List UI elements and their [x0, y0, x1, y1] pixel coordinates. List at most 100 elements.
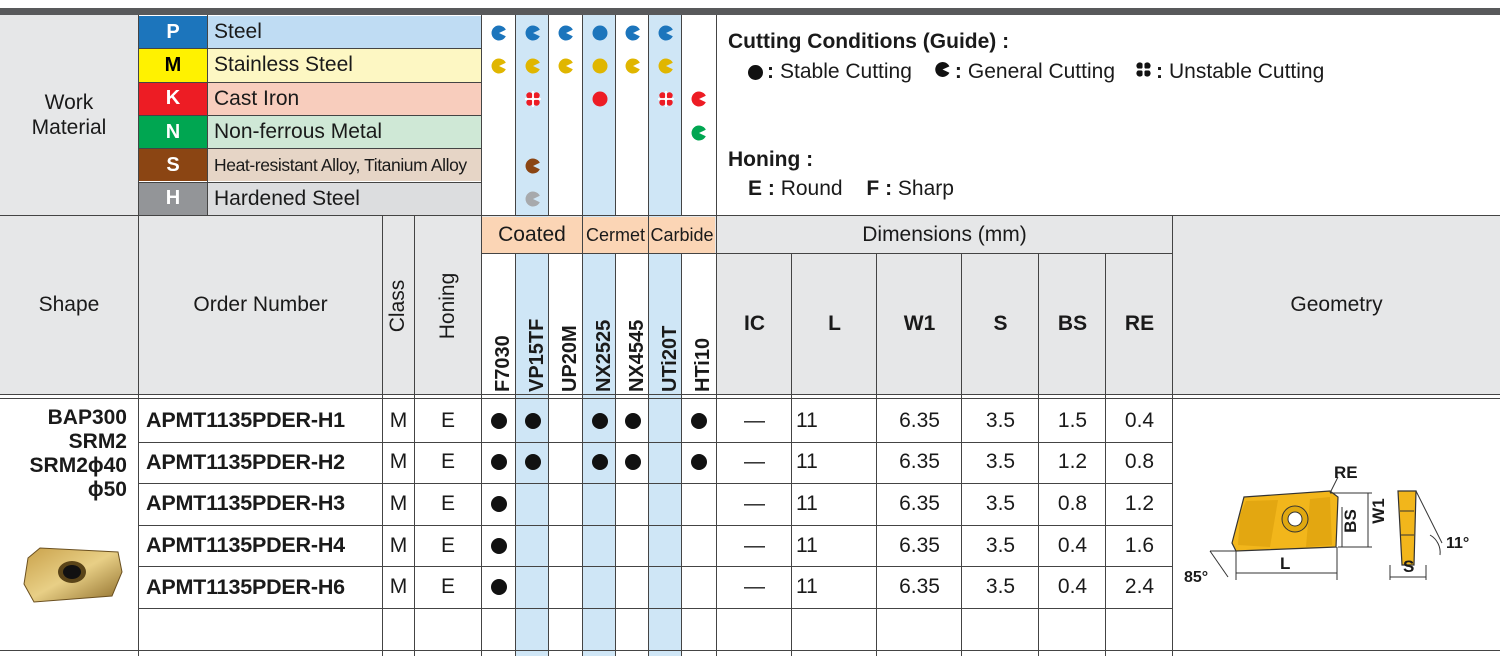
header-honing: Honing — [436, 272, 459, 340]
stock-dot-icon — [691, 454, 707, 471]
stock-dot-icon — [591, 454, 608, 471]
material-name-n: Non-ferrous Metal — [208, 115, 481, 149]
dim-re-value: 0.8 — [1124, 450, 1155, 474]
honing-value: E — [440, 450, 455, 474]
dim-w1-value: 6.35 — [899, 575, 940, 599]
order-number: APMT1135PDER-H1 — [146, 408, 345, 433]
group-cermet: Cermet — [583, 217, 648, 253]
col-divider — [1105, 253, 1106, 656]
class-value: M — [389, 450, 408, 474]
cutting-conditions-legend: : Stable Cutting : General Cutting : Unstab… — [748, 60, 1324, 84]
material-name-h: Hardened Steel — [208, 182, 481, 215]
col-divider-top — [582, 15, 583, 215]
header-dim-ic: IC — [744, 312, 765, 335]
honing-value: E — [440, 408, 455, 432]
dim-ic-value: — — [744, 408, 765, 432]
dim-s-value: 3.5 — [985, 450, 1016, 474]
col-divider — [716, 15, 717, 656]
stock-dot-icon — [591, 412, 608, 429]
grade-group-divider — [482, 253, 716, 254]
dim-re-value: 0.4 — [1124, 408, 1155, 432]
dim-re-value: 1.2 — [1124, 491, 1155, 515]
honing-value: E — [440, 533, 455, 557]
dim-bs-value: 0.4 — [1057, 533, 1088, 557]
dim-bs-value: 0.4 — [1057, 575, 1088, 599]
honing-value: E — [440, 575, 455, 599]
class-value: M — [389, 533, 408, 557]
general-cutting-icon — [558, 58, 574, 74]
dim-re-value: 1.6 — [1124, 533, 1155, 557]
header-dim-re: RE — [1124, 312, 1155, 335]
material-row-divider — [139, 148, 482, 149]
stock-dot-icon — [524, 412, 541, 429]
col-divider — [515, 254, 516, 656]
grade-header-f7030: F7030 — [492, 335, 514, 392]
dim-bs-value: 0.8 — [1057, 491, 1088, 515]
material-row-divider — [139, 82, 482, 83]
col-divider — [791, 253, 792, 656]
geo-label-s: S — [1403, 557, 1415, 576]
col-divider — [615, 254, 616, 656]
material-name-p: Steel — [208, 16, 481, 49]
unstable-cutting-icon — [524, 91, 541, 108]
dim-ic-value: — — [744, 491, 765, 515]
col-divider-top — [648, 15, 649, 215]
stock-dot-icon — [491, 454, 507, 471]
work-material-title-cell — [0, 15, 138, 215]
row-divider — [139, 566, 1173, 567]
dimension-header-divider — [717, 253, 1173, 254]
header-geometry: Geometry — [1290, 293, 1383, 316]
col-divider — [414, 216, 415, 656]
col-divider — [648, 216, 649, 656]
dim-ic-value: — — [744, 533, 765, 557]
stable-cutting-icon — [592, 25, 608, 41]
general-cutting-icon — [625, 25, 641, 41]
col-divider-top — [515, 15, 516, 215]
header-class: Class — [386, 279, 409, 333]
header-dimensions: Dimensions (mm) — [862, 222, 1027, 246]
unstable-cutting-icon — [1135, 60, 1153, 84]
col-divider — [876, 253, 877, 656]
shape-labels: BAP300 SRM2 SRM2ϕ40 ϕ50 — [29, 406, 127, 501]
class-value: M — [389, 575, 408, 599]
dim-l-value: 11 — [796, 491, 818, 515]
general-cutting-icon — [525, 58, 541, 74]
material-code-p: P — [139, 16, 207, 49]
material-row-divider — [139, 48, 482, 49]
col-divider-top — [681, 15, 682, 215]
header-dim-bs: BS — [1057, 312, 1088, 335]
col-divider — [382, 216, 383, 656]
material-code-s: S — [139, 149, 207, 182]
dim-bs-value: 1.2 — [1057, 450, 1088, 474]
general-cutting-icon — [491, 58, 507, 74]
general-cutting-icon — [658, 25, 674, 41]
header-bottom-divider — [0, 394, 1500, 395]
stock-dot-icon — [491, 496, 507, 512]
row-divider — [139, 483, 1173, 484]
material-row-divider — [139, 115, 482, 116]
dim-l-value: 11 — [796, 450, 818, 474]
stable-cutting-icon — [748, 64, 763, 80]
geo-label-bs: BS — [1340, 509, 1360, 533]
material-code-n: N — [139, 115, 207, 149]
stock-dot-icon — [491, 412, 507, 429]
stock-dot-icon — [691, 412, 707, 429]
col-divider — [1172, 216, 1173, 656]
row-divider — [139, 525, 1173, 526]
section-divider — [0, 215, 1500, 216]
geo-label-11deg: 11° — [1446, 535, 1470, 552]
dim-s-value: 3.5 — [985, 575, 1016, 599]
stock-dot-icon — [491, 579, 507, 596]
group-coated: Coated — [482, 217, 582, 253]
col-divider — [138, 15, 139, 656]
col-divider — [481, 15, 482, 656]
header-shape: Shape — [38, 293, 100, 316]
work-material-title: Work Material — [31, 91, 107, 139]
general-cutting-icon — [491, 25, 507, 41]
col-divider — [548, 254, 549, 656]
dim-ic-value: — — [744, 450, 765, 474]
col-divider — [1038, 253, 1039, 656]
general-cutting-icon — [525, 158, 541, 174]
dim-s-value: 3.5 — [985, 491, 1016, 515]
order-number: APMT1135PDER-H6 — [146, 574, 345, 599]
